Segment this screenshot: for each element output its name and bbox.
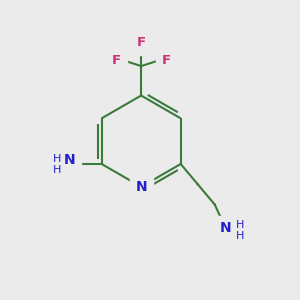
Text: H: H <box>53 154 61 164</box>
Text: N: N <box>219 221 231 235</box>
Text: N: N <box>64 154 76 167</box>
Text: H: H <box>236 231 244 241</box>
Text: N: N <box>135 180 147 194</box>
Text: H: H <box>236 220 244 230</box>
Text: H: H <box>53 166 61 176</box>
Text: F: F <box>112 54 121 67</box>
Text: F: F <box>161 54 170 67</box>
Text: F: F <box>136 36 146 49</box>
